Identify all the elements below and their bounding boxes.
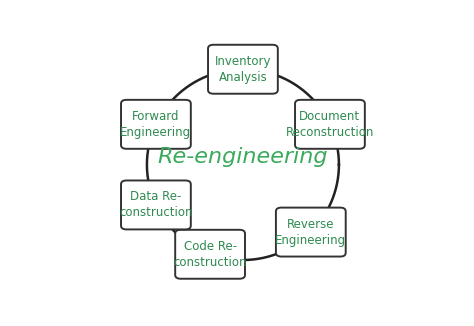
FancyBboxPatch shape <box>175 230 245 279</box>
FancyBboxPatch shape <box>295 100 365 149</box>
Text: Data Re-
construction: Data Re- construction <box>119 190 192 219</box>
Text: Inventory
Analysis: Inventory Analysis <box>215 55 271 84</box>
FancyBboxPatch shape <box>121 181 191 230</box>
Text: Forward
Engineering: Forward Engineering <box>120 110 191 139</box>
Text: Re-engineering: Re-engineering <box>158 147 328 167</box>
Text: Code Re-
construction: Code Re- construction <box>173 240 247 269</box>
Text: Reverse
Engineering: Reverse Engineering <box>275 217 346 246</box>
FancyBboxPatch shape <box>276 208 346 257</box>
FancyBboxPatch shape <box>208 45 278 94</box>
Text: Document
Reconstruction: Document Reconstruction <box>286 110 374 139</box>
FancyBboxPatch shape <box>121 100 191 149</box>
